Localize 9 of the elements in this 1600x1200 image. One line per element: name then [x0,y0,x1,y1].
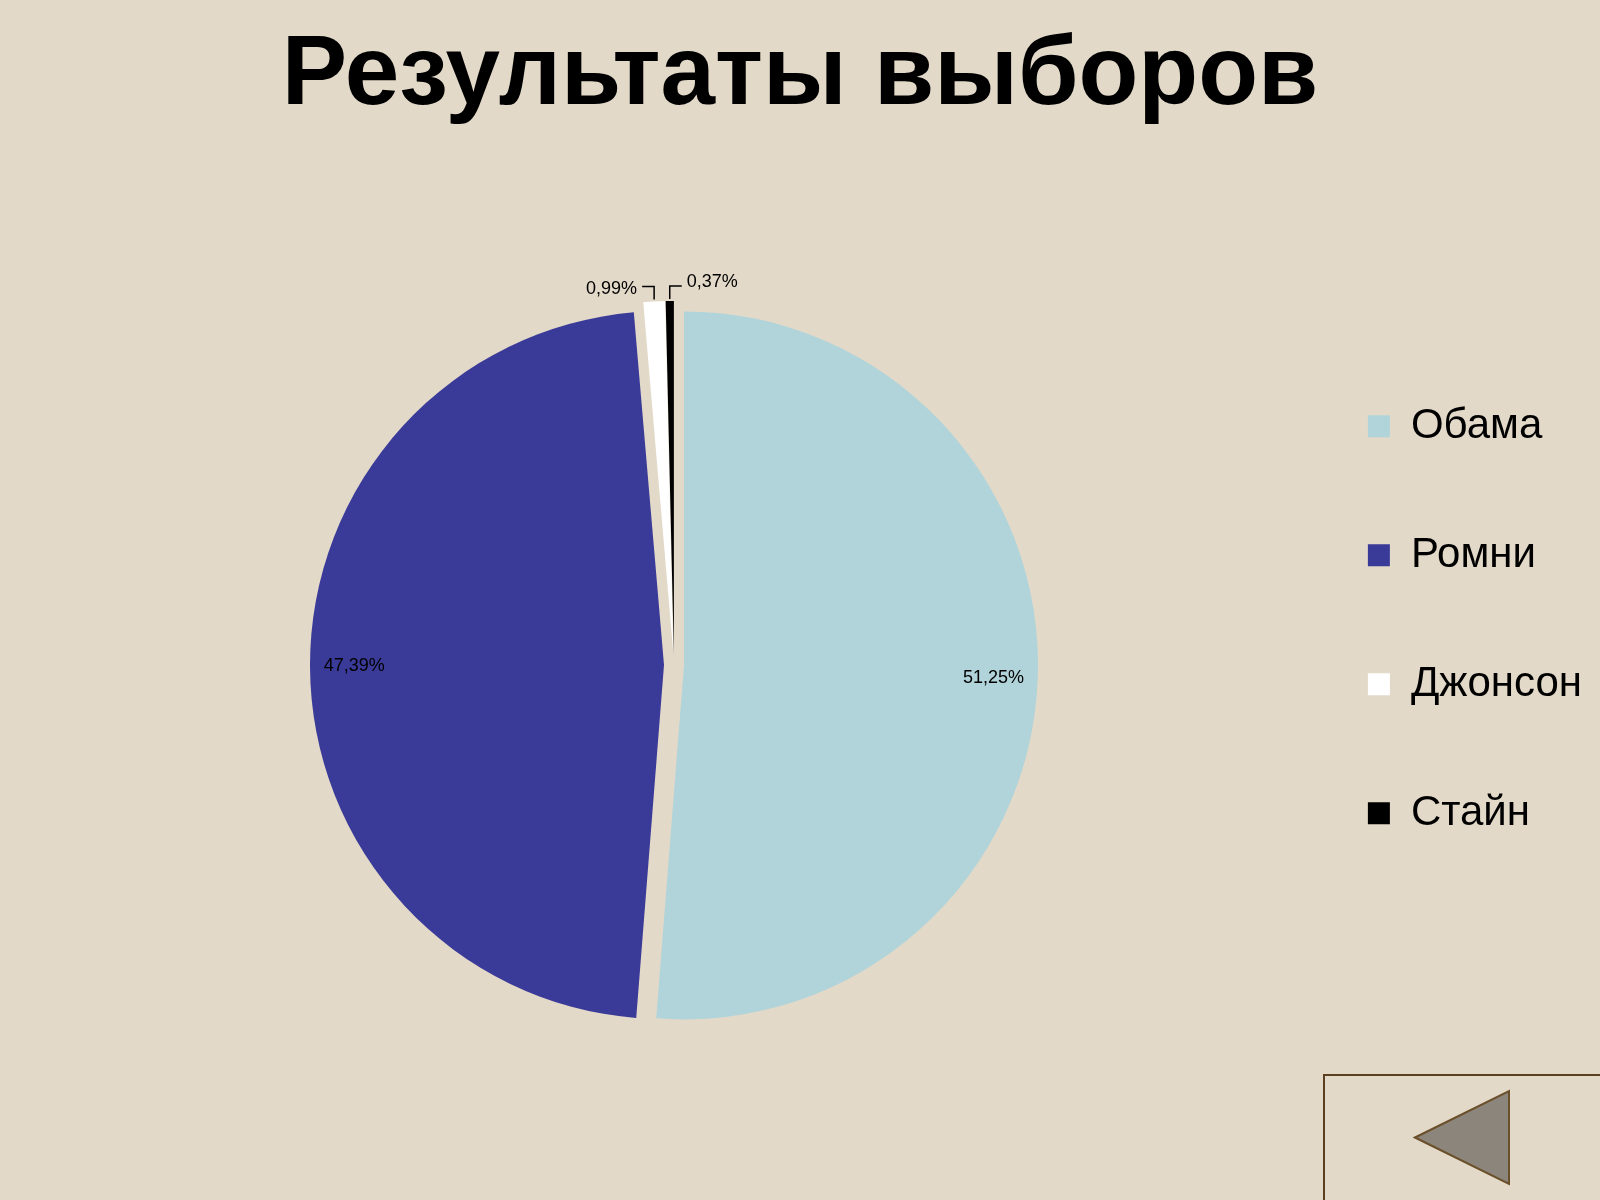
data-label: 0,99% [586,277,638,298]
data-label: 47,39% [323,655,385,676]
legend-label: Обама [1410,399,1543,447]
legend-label: Стайн [1410,786,1530,834]
legend-label: Ромни [1410,528,1536,576]
data-label: 51,25% [962,666,1025,687]
data-label: 0,37% [686,270,738,291]
legend-label: Джонсон [1410,657,1583,705]
chart-title: Результаты выборов [281,14,1319,125]
